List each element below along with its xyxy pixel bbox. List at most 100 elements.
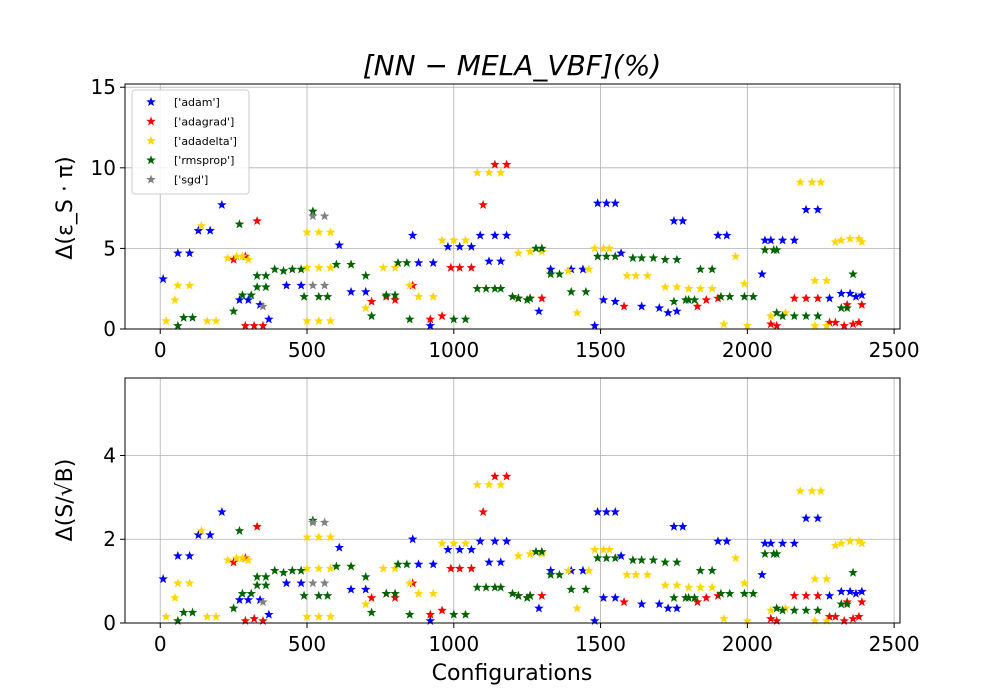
bottom-adadelta-point — [231, 553, 242, 563]
top-adagrad-point — [824, 317, 835, 327]
top-adadelta-point — [202, 315, 212, 325]
bottom-rmsprop-point — [287, 565, 298, 575]
top-adam-point — [678, 216, 688, 226]
top-rmsprop-point — [592, 251, 603, 261]
top-rmsprop-point — [252, 270, 262, 280]
bottom-adagrad-point — [854, 611, 864, 621]
top-rmsprop-point — [660, 254, 670, 264]
top-adam-point — [296, 280, 306, 290]
top-adagrad-point — [490, 159, 500, 169]
top-adam-point — [669, 216, 679, 226]
bottom-y-axis-label: Δ(S/√B) — [53, 459, 78, 542]
bottom-adadelta-point — [325, 611, 336, 621]
top-adadelta-point — [231, 251, 242, 261]
top-adadelta-point — [313, 262, 324, 272]
bottom-adadelta-point — [695, 582, 706, 592]
top-adam-point — [757, 269, 767, 279]
top-x-tick-label: 1000 — [428, 338, 479, 362]
top-rmsprop-point — [402, 257, 412, 267]
bottom-adagrad-point — [701, 592, 712, 602]
top-rmsprop-point — [537, 243, 547, 253]
bottom-adadelta-point — [313, 532, 324, 542]
top-adadelta-point — [449, 235, 459, 245]
top-rmsprop-point — [252, 282, 262, 292]
bottom-adam-point — [496, 557, 506, 567]
bottom-adam-point — [425, 615, 436, 625]
bottom-adadelta-point — [484, 479, 494, 489]
bottom-adagrad-point — [249, 613, 259, 623]
bottom-adadelta-point — [563, 565, 574, 575]
top-rmsprop-point — [707, 264, 717, 274]
bottom-rmsprop-point — [313, 590, 324, 600]
top-adagrad-point — [249, 320, 259, 330]
bottom-rmsprop-point — [648, 555, 659, 565]
bottom-adam-point — [722, 536, 732, 546]
bottom-adagrad-point — [857, 597, 867, 607]
top-rmsprop-point — [472, 283, 483, 293]
top-adam-point — [722, 230, 732, 240]
top-adam-point — [158, 274, 168, 284]
top-adadelta-point — [378, 262, 389, 272]
bottom-rmsprop-point — [610, 553, 620, 563]
top-adam-point — [264, 314, 274, 324]
top-adam-point — [193, 225, 204, 235]
top-rmsprop-point — [813, 311, 823, 321]
top-adagrad-point — [854, 317, 864, 327]
top-adadelta-point — [196, 220, 207, 230]
bottom-x-tick-label: 0 — [154, 632, 167, 656]
top-adam-point — [836, 288, 847, 298]
bottom-adagrad-point — [228, 557, 239, 567]
top-adagrad-point — [848, 319, 858, 329]
top-adam-point — [281, 280, 292, 290]
top-rmsprop-point — [842, 303, 852, 313]
top-rmsprop-point — [748, 291, 758, 301]
top-adam-point — [454, 241, 465, 251]
top-adam-point — [255, 299, 265, 309]
bottom-rmsprop-point — [813, 605, 823, 615]
bottom-adam-point — [217, 507, 227, 517]
top-adadelta-point — [604, 243, 615, 253]
bottom-rmsprop-point — [173, 615, 183, 625]
top-adagrad-point — [228, 254, 239, 264]
top-adam-point — [443, 241, 453, 251]
top-adagrad-point — [839, 320, 849, 330]
bottom-adam-point — [789, 538, 800, 548]
bottom-adagrad-point — [771, 615, 782, 625]
top-adagrad-point — [701, 294, 712, 305]
top-rmsprop-point — [366, 311, 377, 321]
top-x-tick-label: 1500 — [575, 338, 626, 362]
top-adadelta-point — [325, 315, 336, 325]
bottom-rmsprop-point — [269, 565, 280, 575]
bottom-adam-point — [264, 609, 274, 619]
top-rmsprop-point — [760, 245, 770, 255]
bottom-adagrad-point — [478, 507, 488, 517]
bottom-adagrad-point — [692, 597, 703, 607]
top-rmsprop-point — [173, 320, 183, 330]
top-rmsprop-point — [449, 314, 459, 324]
bottom-adadelta-point — [780, 603, 791, 613]
bottom-adadelta-point — [830, 540, 841, 550]
top-adadelta-point — [795, 177, 805, 187]
bottom-adadelta-point — [513, 550, 524, 561]
top-chart-title: [NN − MELA_VBF](%) — [363, 49, 662, 82]
bottom-rmsprop-point — [346, 561, 356, 571]
top-adadelta-point — [807, 177, 817, 187]
top-adadelta-point — [857, 236, 867, 247]
bottom-adadelta-point — [742, 615, 753, 625]
bottom-adadelta-point — [815, 486, 826, 496]
bottom-adagrad-point — [848, 613, 858, 623]
bottom-rmsprop-point — [672, 557, 682, 567]
bottom-rmsprop-point — [178, 607, 189, 617]
top-adagrad-point — [366, 296, 377, 306]
bottom-adadelta-point — [707, 582, 717, 592]
top-rmsprop-point — [393, 257, 403, 267]
top-sgd-point — [258, 301, 268, 311]
bottom-adam-point — [428, 559, 438, 569]
bottom-adam-point — [205, 530, 215, 540]
bottom-adadelta-point — [496, 479, 506, 489]
bottom-adagrad-point — [789, 590, 800, 600]
bottom-adadelta-point — [378, 563, 389, 573]
top-rmsprop-point — [299, 291, 309, 301]
top-adam-point — [484, 256, 494, 266]
top-x-tick-label: 2000 — [722, 338, 773, 362]
